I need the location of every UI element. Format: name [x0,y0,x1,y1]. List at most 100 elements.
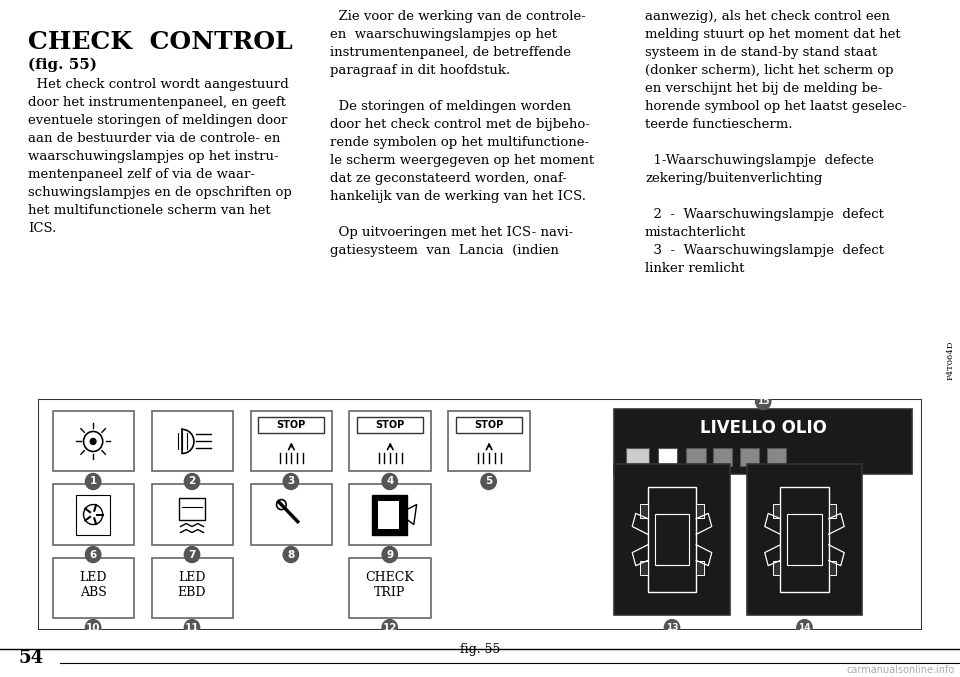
Bar [767,448,786,466]
Text: 10: 10 [85,623,101,632]
Bar [696,561,704,575]
Text: horende symbool op het laatst geselec-: horende symbool op het laatst geselec- [645,100,906,113]
Text: 5: 5 [485,477,492,487]
Text: ICS.: ICS. [28,222,57,235]
Text: STOP: STOP [474,420,504,431]
Text: Op uitvoeringen met het ICS- navi-: Op uitvoeringen met het ICS- navi- [330,226,573,239]
Bar [713,448,732,466]
Text: schuwingslampjes en de opschriften op: schuwingslampjes en de opschriften op [28,186,292,199]
Bar [640,504,648,518]
Bar [152,485,233,544]
Bar [456,418,522,433]
Circle shape [85,473,101,489]
Text: Het check control wordt aangestuurd: Het check control wordt aangestuurd [28,78,289,91]
Text: carmanualsonline.info: carmanualsonline.info [847,665,955,675]
Text: LED
ABS: LED ABS [80,571,107,598]
Bar [828,561,836,575]
Text: mistachterlicht: mistachterlicht [645,226,746,239]
Bar [251,412,332,471]
Text: aanwezig), als het check control een: aanwezig), als het check control een [645,10,890,23]
Bar [349,485,431,544]
Circle shape [382,619,397,636]
Bar [740,448,759,466]
Text: 15: 15 [756,397,770,406]
Bar [179,498,205,519]
Bar [773,561,780,575]
Text: 1-Waarschuwingslampje  defecte: 1-Waarschuwingslampje defecte [645,154,874,167]
Bar [648,487,696,592]
Text: linker remlicht: linker remlicht [645,262,745,276]
Text: 2  -  Waarschuwingslampje  defect: 2 - Waarschuwingslampje defect [645,208,884,221]
Circle shape [184,473,200,489]
Text: STOP: STOP [375,420,405,431]
Text: LED
EBD: LED EBD [178,571,206,598]
Circle shape [664,619,680,636]
Bar [658,448,677,466]
Circle shape [184,619,200,636]
Circle shape [382,546,397,563]
Text: 11: 11 [184,623,200,632]
Bar [780,487,828,592]
Bar [53,485,134,544]
Text: 12: 12 [382,623,397,632]
Circle shape [283,473,299,489]
Text: door het instrumentenpaneel, en geeft: door het instrumentenpaneel, en geeft [28,96,286,109]
Bar [372,494,407,535]
Text: paragraaf in dit hoofdstuk.: paragraaf in dit hoofdstuk. [330,64,511,77]
Text: De storingen of meldingen worden: De storingen of meldingen worden [330,100,571,113]
Bar [655,515,689,565]
Bar [626,448,649,466]
Text: 6: 6 [89,550,97,560]
Bar [152,558,233,617]
Text: hankelijk van de werking van het ICS.: hankelijk van de werking van het ICS. [330,190,586,203]
Bar [349,558,431,617]
Text: mentenpaneel zelf of via de waar-: mentenpaneel zelf of via de waar- [28,168,255,181]
Text: en  waarschuwingslampjes op het: en waarschuwingslampjes op het [330,28,557,41]
Text: 1: 1 [89,477,97,487]
Text: Zie voor de werking van de controle-: Zie voor de werking van de controle- [330,10,586,23]
Text: P4T064D: P4T064D [947,341,955,380]
Text: door het check control met de bijbeho-: door het check control met de bijbeho- [330,118,589,131]
Bar [152,412,233,471]
Text: gatiesysteem  van  Lancia  (indien: gatiesysteem van Lancia (indien [330,244,559,257]
Text: waarschuwingslampjes op het instru-: waarschuwingslampjes op het instru- [28,150,278,163]
Text: (fig. 55): (fig. 55) [28,58,97,72]
Text: instrumentenpaneel, de betreffende: instrumentenpaneel, de betreffende [330,46,571,59]
Text: het multifunctionele scherm van het: het multifunctionele scherm van het [28,204,271,217]
Text: rende symbolen op het multifunctione-: rende symbolen op het multifunctione- [330,136,589,149]
Text: 7: 7 [188,550,196,560]
Bar [53,558,134,617]
Bar [76,494,110,535]
Text: (donker scherm), licht het scherm op: (donker scherm), licht het scherm op [645,64,894,77]
Text: fig. 55: fig. 55 [460,642,500,656]
Circle shape [283,546,299,563]
Text: 9: 9 [386,550,394,560]
Bar [357,418,423,433]
Bar [773,504,780,518]
Text: en verschijnt het bij de melding be-: en verschijnt het bij de melding be- [645,82,882,95]
Text: 13: 13 [665,623,679,632]
Text: 54: 54 [18,649,43,667]
Text: STOP: STOP [276,420,306,431]
Bar [614,464,730,615]
Text: zekering/buitenverlichting: zekering/buitenverlichting [645,172,823,185]
Bar [251,485,332,544]
Text: 3: 3 [287,477,295,487]
Text: 3  -  Waarschuwingslampje  defect: 3 - Waarschuwingslampje defect [645,244,884,257]
Bar [448,412,530,471]
Text: eventuele storingen of meldingen door: eventuele storingen of meldingen door [28,114,287,127]
Circle shape [382,473,397,489]
Text: 8: 8 [287,550,295,560]
Text: aan de bestuurder via de controle- en: aan de bestuurder via de controle- en [28,132,280,145]
Circle shape [85,546,101,563]
Bar [258,418,324,433]
Text: 2: 2 [188,477,196,487]
Bar [378,500,399,529]
Bar [828,504,836,518]
Circle shape [85,619,101,636]
Bar [614,410,912,475]
Bar [349,412,431,471]
Bar [53,412,134,471]
Circle shape [90,439,96,445]
Text: CHECK  CONTROL: CHECK CONTROL [28,30,293,54]
